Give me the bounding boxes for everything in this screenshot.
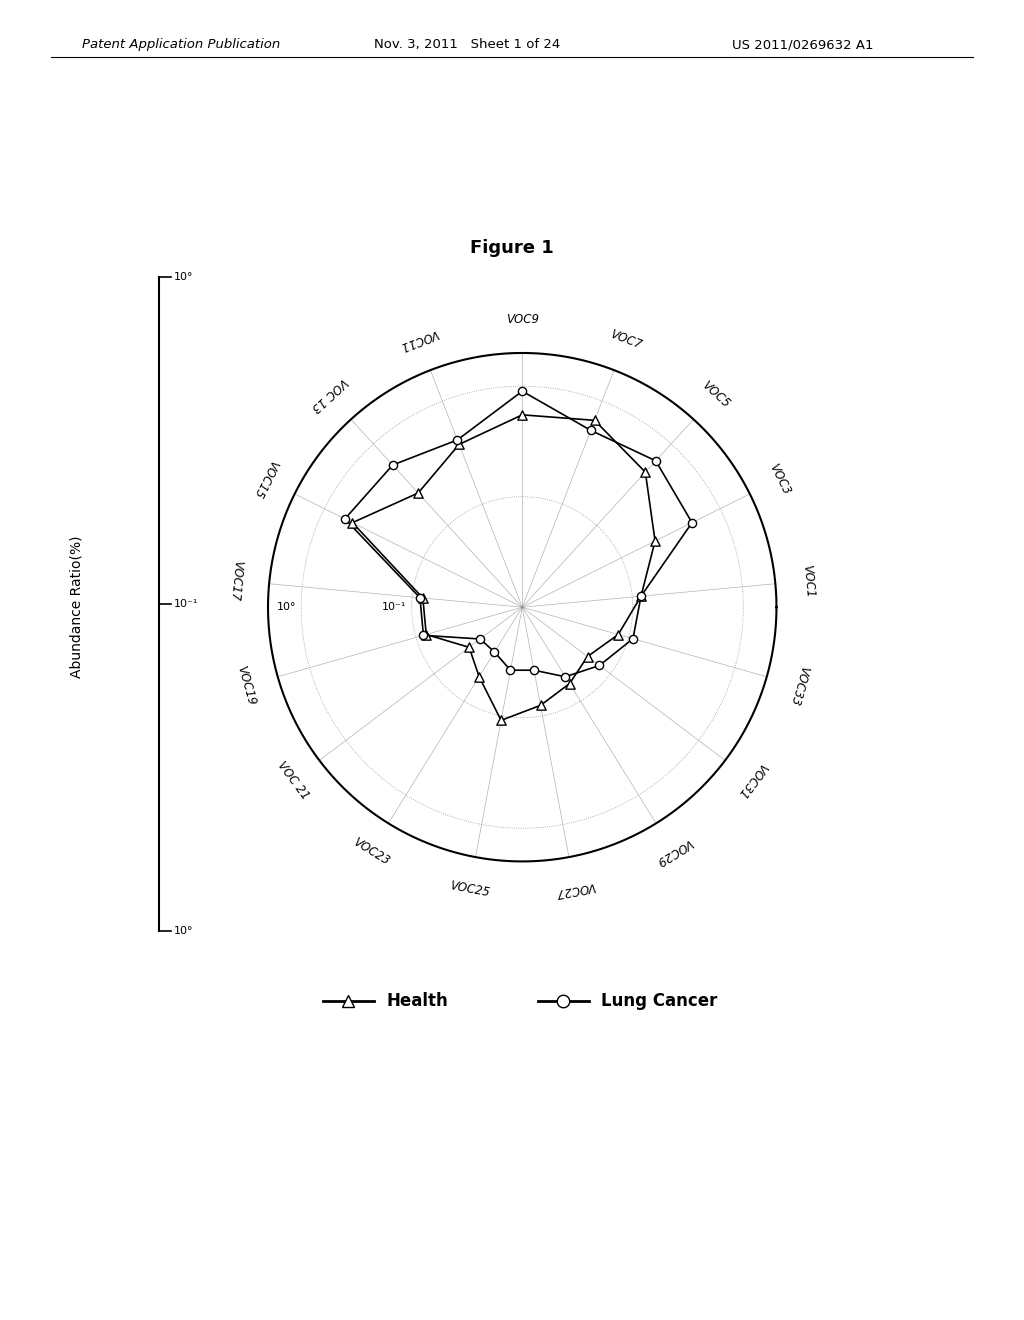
Point [580,645,596,667]
Point [587,409,603,430]
Point [514,380,530,401]
Point [525,660,542,681]
Point [418,624,434,645]
Text: VOC11: VOC11 [397,326,439,352]
Text: VOC9: VOC9 [506,313,539,326]
Point [493,710,509,731]
Point [647,531,664,552]
Text: VOC19: VOC19 [234,664,258,708]
Text: US 2011/0269632 A1: US 2011/0269632 A1 [732,38,873,51]
Point [637,462,653,483]
Text: VOC5: VOC5 [699,379,732,411]
Text: VOC7: VOC7 [608,327,644,351]
Text: VOC15: VOC15 [250,458,280,500]
Point [451,434,467,455]
Point [625,628,641,649]
Text: VOC33: VOC33 [786,664,810,708]
Point [486,642,503,663]
Point [472,628,488,649]
Point [561,673,578,694]
Point [461,636,477,657]
Point [633,586,649,607]
Text: Lung Cancer: Lung Cancer [601,991,718,1010]
Text: VOC27: VOC27 [554,879,596,900]
Text: VOC17: VOC17 [228,560,245,602]
Text: VOC 13: VOC 13 [308,375,349,414]
Text: VOC29: VOC29 [653,836,694,867]
Text: VOC23: VOC23 [350,836,391,867]
Point [591,655,607,676]
Text: VOC1: VOC1 [801,564,816,598]
Text: VOC31: VOC31 [734,760,769,800]
Point [337,508,353,529]
Text: Nov. 3, 2011   Sheet 1 of 24: Nov. 3, 2011 Sheet 1 of 24 [374,38,560,51]
Point [450,429,466,450]
Point [557,667,573,688]
Text: 10⁻¹: 10⁻¹ [382,602,407,612]
Point [514,404,530,425]
Text: 10°: 10° [174,272,194,282]
Point [471,667,487,688]
Text: 10°: 10° [174,925,194,936]
Point [633,586,649,607]
Text: Patent Application Publication: Patent Application Publication [82,38,281,51]
Text: Figure 1: Figure 1 [470,239,554,257]
Point [344,512,360,533]
Text: VOC 21: VOC 21 [274,759,311,801]
Text: 10°: 10° [276,602,296,612]
Text: VOC25: VOC25 [449,879,490,900]
Point [583,420,599,441]
Point [647,450,664,471]
Point [410,482,426,503]
Point [416,624,432,645]
Point [384,454,400,475]
Text: 10⁻¹: 10⁻¹ [174,599,199,609]
Text: VOC3: VOC3 [766,462,793,496]
Point [684,512,700,533]
Point [412,587,428,609]
Text: Abundance Ratio(%): Abundance Ratio(%) [70,536,84,678]
Point [503,660,519,681]
Point [532,694,549,715]
Text: Health: Health [386,991,447,1010]
Point [415,587,431,609]
Point [610,624,627,645]
